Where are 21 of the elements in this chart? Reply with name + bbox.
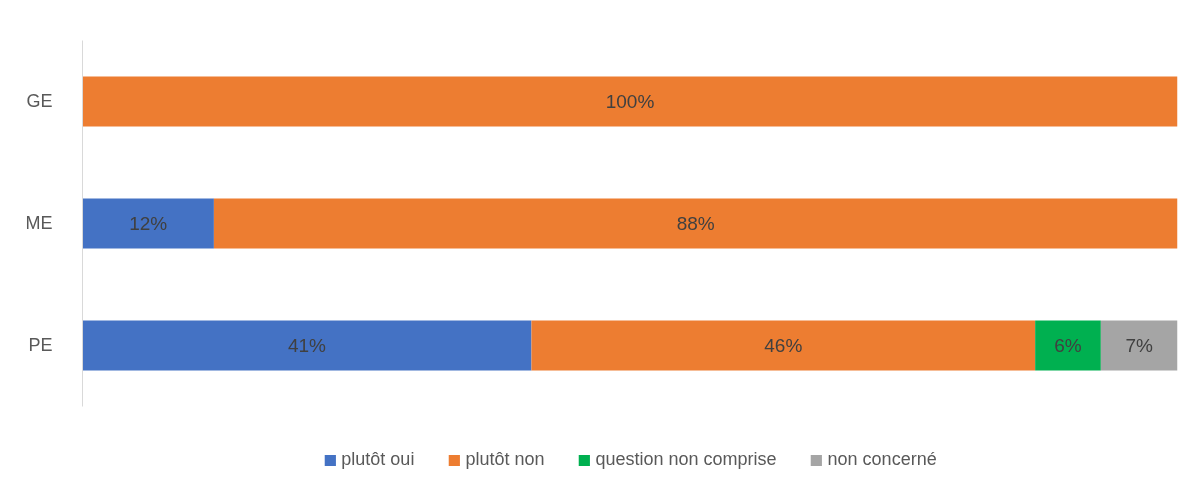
data-label: 46% <box>764 334 803 356</box>
data-label: 88% <box>676 212 715 234</box>
bar <box>1035 320 1101 371</box>
legend-label: question non comprise <box>595 449 777 470</box>
y-tick-label: PE <box>28 335 53 356</box>
y-tick-label: GE <box>26 91 53 112</box>
bar <box>1100 320 1178 371</box>
bar <box>82 320 532 371</box>
y-tick-label: ME <box>25 213 53 234</box>
legend-label: non concerné <box>827 449 937 470</box>
legend-label: plutôt oui <box>341 449 415 470</box>
data-label: 12% <box>129 212 168 234</box>
data-label: 100% <box>605 90 655 112</box>
legend-label: plutôt non <box>465 449 545 470</box>
bar <box>531 320 1036 371</box>
bar <box>213 198 1178 249</box>
data-label: 6% <box>1054 334 1082 356</box>
bar <box>82 76 1178 127</box>
data-label: 7% <box>1125 334 1154 356</box>
data-label: 41% <box>287 334 327 356</box>
bar <box>82 198 214 249</box>
